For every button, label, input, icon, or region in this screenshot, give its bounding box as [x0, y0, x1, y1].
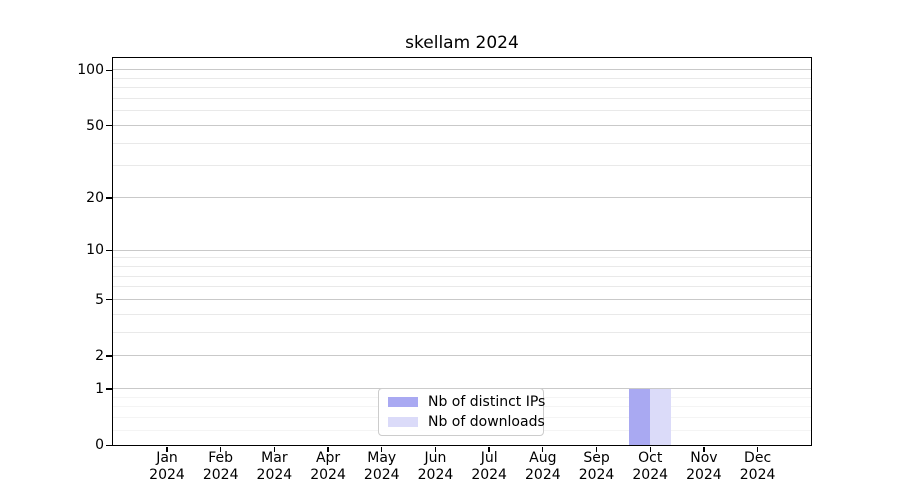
x-tick-label: Oct 2024	[632, 450, 669, 483]
major-gridline	[113, 197, 811, 199]
x-tick-label: Sep 2024	[578, 450, 615, 483]
y-tick-label: 100	[77, 62, 104, 79]
minor-gridline	[113, 286, 811, 288]
y-tick-label: 20	[86, 189, 104, 206]
x-tick-label: Mar 2024	[256, 450, 293, 483]
legend-swatch-distinct-ips	[388, 397, 418, 407]
minor-gridline	[113, 313, 811, 315]
x-tick-label: Jul 2024	[471, 450, 507, 483]
x-tick-label: Jan 2024	[149, 450, 185, 483]
x-tick	[703, 446, 705, 453]
minor-gridline	[113, 331, 811, 333]
y-tick-label: 50	[86, 117, 104, 134]
y-tick	[106, 249, 112, 252]
x-tick	[166, 446, 168, 453]
minor-gridline	[113, 265, 811, 267]
legend-label-distinct-ips: Nb of distinct IPs	[428, 393, 546, 410]
minor-gridline	[113, 257, 811, 259]
y-tick	[106, 388, 112, 390]
bar-nb-of-distinct-ips	[628, 388, 650, 445]
y-tick-label: 0	[95, 437, 104, 454]
x-tick	[220, 446, 222, 453]
legend-item-downloads: Nb of downloads	[388, 414, 545, 431]
x-tick-label: Dec 2024	[739, 450, 776, 483]
y-tick	[106, 299, 112, 301]
minor-gridline	[113, 142, 811, 144]
legend-swatch-downloads	[388, 417, 418, 427]
major-gridline	[113, 69, 811, 71]
x-tick-label: Jun 2024	[417, 450, 454, 483]
bar-nb-of-downloads	[649, 388, 671, 445]
minor-gridline	[113, 165, 811, 167]
minor-gridline	[113, 110, 811, 112]
x-tick	[649, 446, 651, 453]
x-tick	[434, 446, 437, 453]
x-tick	[756, 446, 759, 453]
x-tick	[542, 446, 544, 453]
y-tick-label: 5	[95, 291, 104, 308]
minor-gridline	[113, 275, 811, 277]
x-tick	[327, 446, 329, 453]
minor-gridline	[113, 77, 811, 79]
y-tick-label: 1	[95, 380, 104, 397]
y-tick	[106, 69, 112, 71]
legend-label-downloads: Nb of downloads	[428, 413, 545, 430]
y-tick-label: 2	[95, 348, 104, 365]
major-gridline	[113, 298, 811, 300]
minor-gridline	[113, 98, 811, 100]
x-tick-label: Apr 2024	[310, 450, 346, 483]
x-tick-label: Feb 2024	[202, 450, 239, 483]
x-tick	[381, 446, 383, 453]
major-gridline	[113, 355, 811, 357]
x-tick-label: Aug 2024	[525, 450, 561, 483]
minor-gridline	[113, 87, 811, 89]
x-tick	[595, 446, 598, 453]
chart-title: skellam 2024	[405, 33, 519, 53]
legend: Nb of distinct IPs Nb of downloads	[378, 388, 545, 436]
x-tick-label: May 2024	[363, 450, 400, 483]
y-tick	[106, 125, 112, 127]
x-tick	[273, 446, 276, 453]
y-tick	[106, 197, 112, 199]
x-tick-label: Nov 2024	[686, 450, 722, 483]
major-gridline	[113, 124, 811, 126]
y-tick	[106, 444, 112, 446]
legend-item-distinct-ips: Nb of distinct IPs	[388, 394, 545, 411]
y-tick-label: 10	[86, 242, 104, 259]
major-gridline	[113, 249, 811, 251]
x-tick	[488, 446, 490, 453]
y-tick	[106, 355, 112, 357]
